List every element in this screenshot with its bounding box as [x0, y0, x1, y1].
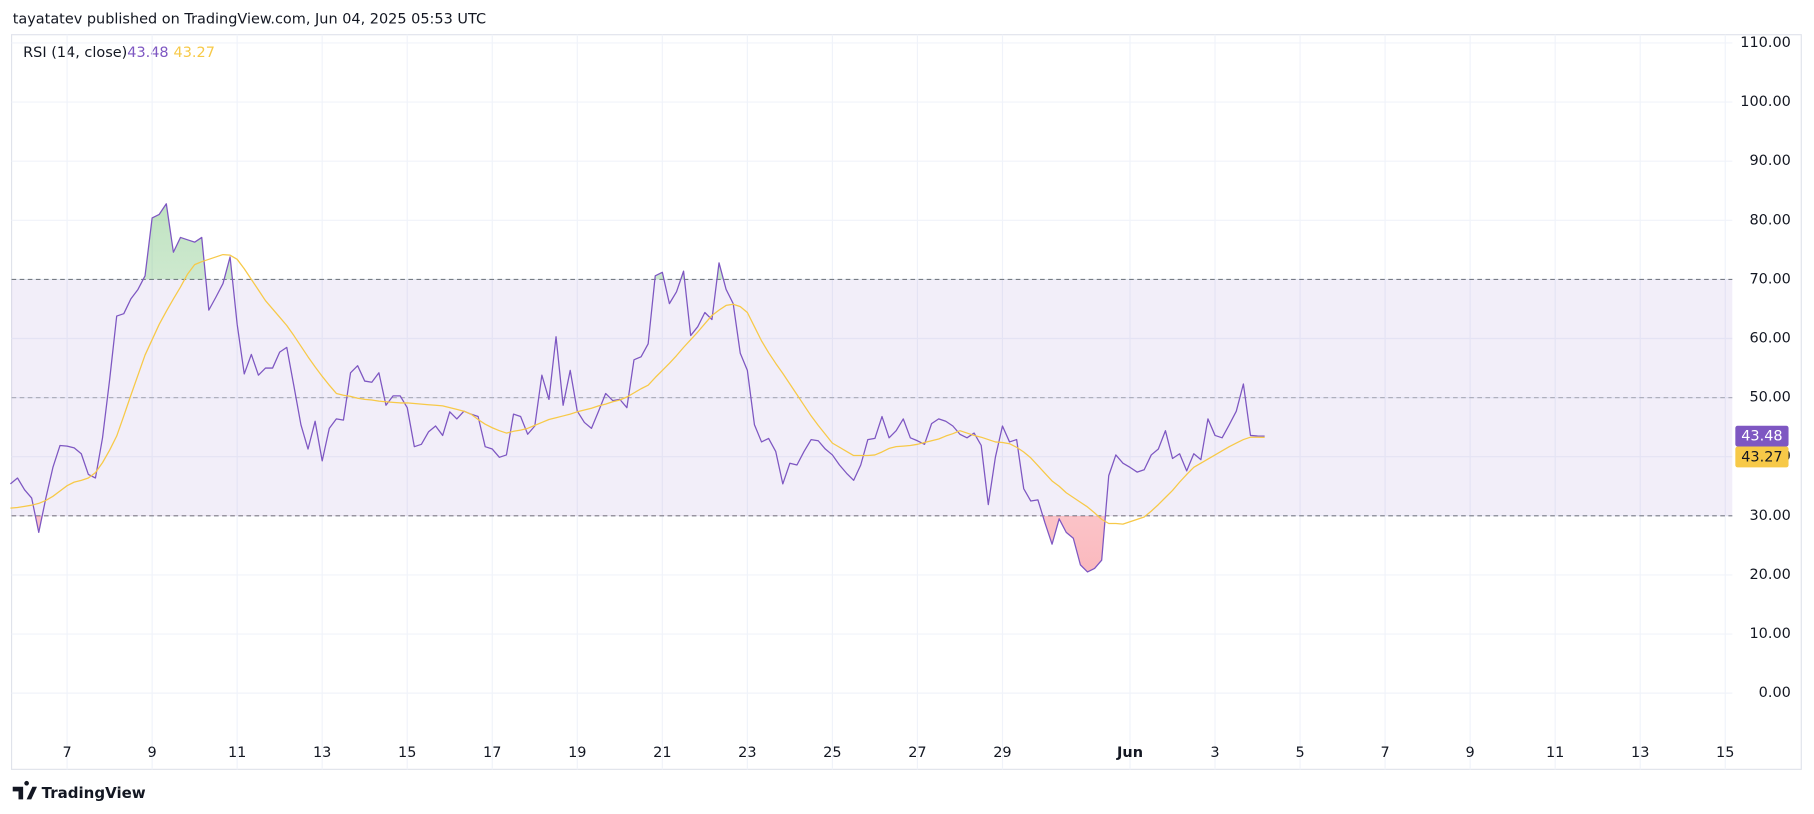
- last-value-badge: [1735, 446, 1789, 468]
- x-tick-label: 19: [568, 745, 586, 761]
- x-tick-label: 11: [1546, 745, 1564, 761]
- x-tick-label: 9: [148, 745, 157, 761]
- overbought-fill: [143, 203, 724, 280]
- y-tick-label: 30.00: [1749, 508, 1790, 524]
- y-tick-label: 80.00: [1749, 212, 1790, 228]
- x-tick-label: 27: [908, 745, 926, 761]
- x-tick-label: 9: [1466, 745, 1475, 761]
- y-tick-label: 70.00: [1749, 271, 1790, 287]
- x-tick-label: 11: [228, 745, 246, 761]
- legend-value: 43.48: [127, 45, 168, 61]
- y-tick-label: 20.00: [1749, 567, 1790, 583]
- y-tick-label: 60.00: [1749, 331, 1790, 347]
- rsi-line: [10, 203, 1265, 573]
- x-tick-label: 21: [653, 745, 671, 761]
- last-value-label: 43.48: [1741, 429, 1782, 445]
- x-tick-label: 23: [738, 745, 756, 761]
- y-tick-label: 90.00: [1749, 153, 1790, 169]
- last-value-badge: [1735, 425, 1789, 447]
- y-tick-label: 0.00: [1759, 685, 1791, 701]
- x-tick-label: 7: [1381, 745, 1390, 761]
- x-tick-label: 7: [62, 745, 71, 761]
- x-tick-label: Jun: [1116, 745, 1143, 761]
- chart-frame: [10, 34, 1802, 770]
- legend-value: 43.27: [174, 45, 215, 61]
- brand-logo: [12, 780, 38, 800]
- legend: RSI (14, close) 43.48 43.27: [23, 45, 215, 61]
- last-value-label: 43.27: [1741, 450, 1782, 466]
- x-tick-label: 3: [1210, 745, 1219, 761]
- x-tick-label: 15: [398, 745, 416, 761]
- x-tick-label: 15: [1716, 745, 1734, 761]
- x-tick-label: 25: [823, 745, 841, 761]
- y-tick-label: 100.00: [1740, 94, 1791, 110]
- attribution: tayatatev published on TradingView.com, …: [13, 12, 486, 28]
- footer: TradingView: [12, 780, 146, 802]
- y-tick-label: 50.00: [1749, 390, 1790, 406]
- x-tick-label: 29: [993, 745, 1011, 761]
- x-tick-label: 17: [483, 745, 501, 761]
- x-tick-label: 13: [313, 745, 331, 761]
- x-tick-label: 13: [1631, 745, 1649, 761]
- y-tick-label: 10.00: [1749, 626, 1790, 642]
- x-tick-label: 5: [1295, 745, 1304, 761]
- brand: TradingView: [42, 784, 146, 802]
- legend-title: RSI (14, close): [23, 45, 127, 61]
- rsi-ma-line: [10, 253, 1265, 525]
- y-tick-label: 110.00: [1740, 35, 1791, 51]
